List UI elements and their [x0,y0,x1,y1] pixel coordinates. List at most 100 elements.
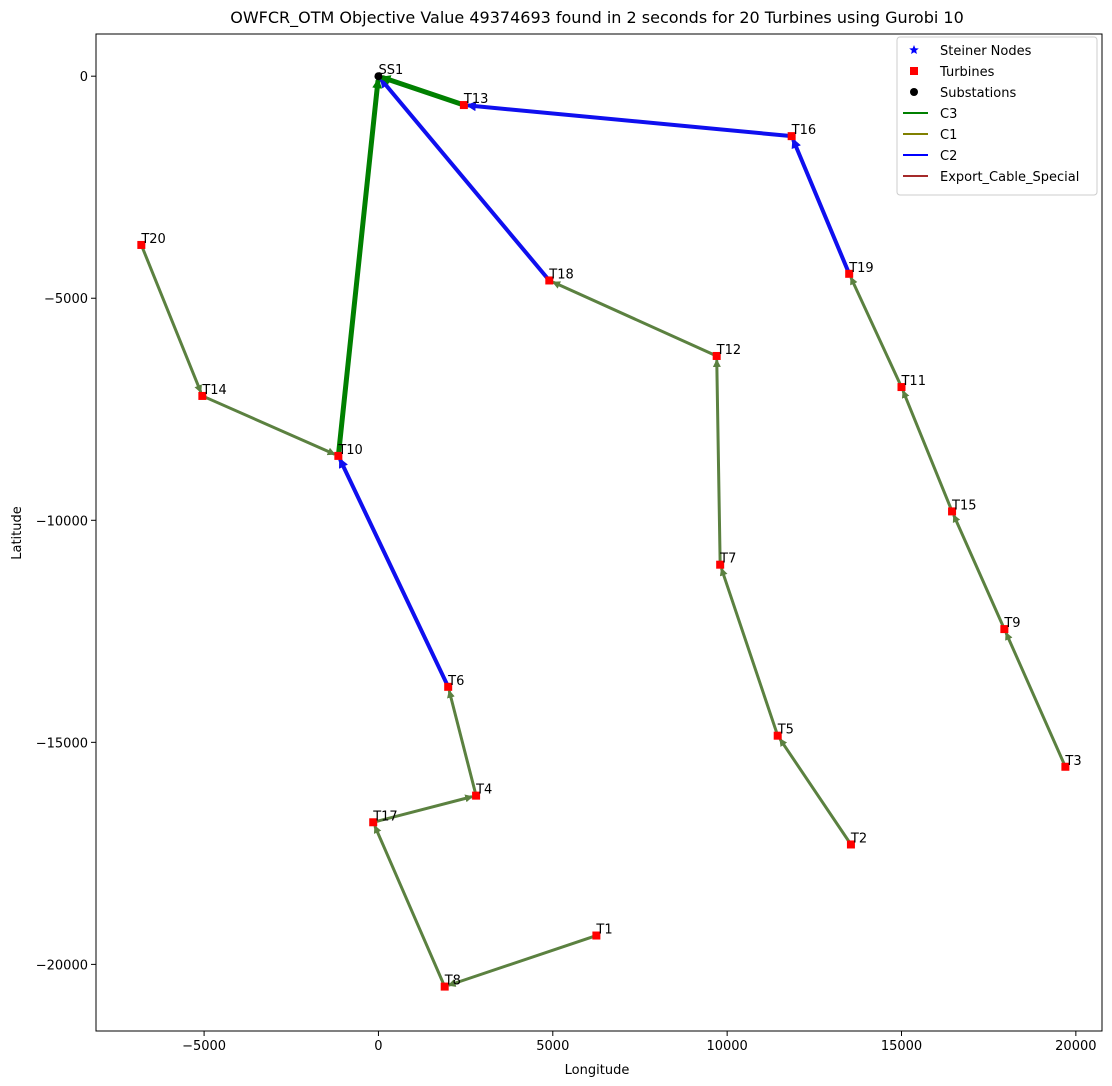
turbine-marker-t5 [773,731,782,740]
x-tick-label: 10000 [706,1039,747,1054]
turbine-label-t6: T6 [447,674,464,689]
turbine-label-t15: T15 [951,498,976,513]
turbine-label-t14: T14 [201,383,226,398]
legend-item-turbines: Turbines [910,65,995,80]
legend-circle-marker [910,88,918,96]
turbine-label-t12: T12 [716,343,741,358]
cable-t7-t12 [712,358,722,567]
turbine-label-t17: T17 [372,809,397,824]
cable-t6-t10 [338,457,451,689]
labels-layer: T1 T2 T3 T4 T5 T6 T7 T8 T9 T10 T11 T12 T13 T14 T15 T16 T… [140,63,1081,988]
legend-label: C2 [940,149,957,164]
turbine-label-t20: T20 [140,232,165,247]
cable-t9-t15 [952,514,1006,631]
turbine-marker-t4 [472,791,481,800]
cable-t3-t9 [1004,631,1067,769]
legend-item-export-cable-special: Export_Cable_Special [903,170,1079,185]
x-axis: −5000 0 5000 10000 15000 20000 [182,1031,1097,1054]
cable-t16-t13 [465,101,794,139]
legend: Steiner Nodes Turbines Substations C3 C1 C2 Ex… [896,36,1098,196]
turbine-marker-t10 [334,451,343,460]
cable-t20-t14 [139,243,202,394]
cable-t18-ss1 [379,77,552,283]
turbine-marker-t6 [444,682,453,691]
turbine-label-t3: T3 [1064,754,1081,769]
legend-item-c3: C3 [903,107,957,122]
y-tick-label: −15000 [36,736,88,751]
legend-item-steiner-nodes: Steiner Nodes [909,44,1032,59]
markers-layer [137,72,1070,991]
turbine-marker-t7 [716,560,725,569]
turbine-marker-t3 [1061,762,1070,771]
substation-marker-ss1 [374,72,383,81]
turbine-marker-t9 [1000,625,1009,634]
turbine-marker-t15 [948,507,957,516]
legend-label: Turbines [939,65,995,80]
turbine-label-t18: T18 [548,267,573,282]
turbine-marker-t1 [592,931,601,940]
legend-label: Substations [940,86,1016,101]
x-tick-label: −5000 [182,1039,226,1054]
cable-t14-t10 [200,394,336,456]
x-tick-label: 0 [374,1039,382,1054]
turbine-label-t9: T9 [1003,616,1020,631]
turbine-label-t2: T2 [850,831,867,846]
cables-layer [139,75,1067,989]
turbine-label-t4: T4 [475,783,492,798]
chart-title: OWFCR_OTM Objective Value 49374693 found… [230,8,964,28]
legend-item-c1: C1 [903,128,957,143]
plot-frame [95,33,1103,1032]
turbine-marker-t17 [369,818,378,827]
y-tick-label: −5000 [44,292,88,307]
y-tick-label: −20000 [36,958,88,973]
cable-t19-t16 [791,137,852,276]
turbine-marker-t8 [440,982,449,991]
cable-t17-t4 [371,794,474,824]
turbine-marker-t16 [787,132,796,141]
cable-t1-t8 [447,934,598,987]
legend-item-c2: C2 [903,149,957,164]
turbine-label-t7: T7 [719,552,736,567]
turbine-label-t8: T8 [444,974,461,989]
legend-label: Steiner Nodes [940,44,1032,59]
cable-t10-ss1 [335,78,383,459]
legend-label: C1 [940,128,957,143]
x-tick-label: 20000 [1055,1039,1096,1054]
legend-label: Export_Cable_Special [940,170,1079,185]
turbine-marker-t2 [846,840,855,849]
turbine-marker-t11 [897,383,906,392]
legend-label: C3 [940,107,957,122]
cable-t8-t17 [373,825,447,989]
turbine-label-t5: T5 [777,723,794,738]
turbine-label-t1: T1 [595,923,612,938]
x-tick-label: 15000 [881,1039,922,1054]
x-axis-title: Longitude [565,1063,630,1078]
cable-t13-ss1 [380,75,467,108]
cable-t5-t7 [719,567,780,738]
y-axis: 0 −5000 −10000 −15000 −20000 [36,70,96,973]
legend-star-marker [909,45,919,55]
cable-t11-t19 [849,276,903,389]
cable-t2-t5 [779,738,853,846]
turbine-label-t19: T19 [848,261,873,276]
turbine-marker-t20 [137,240,146,249]
y-tick-label: −10000 [36,514,88,529]
turbine-label-t11: T11 [900,374,925,389]
turbine-label-t13: T13 [463,92,488,107]
cable-t12-t18 [552,281,719,358]
turbine-marker-t18 [545,276,554,285]
legend-item-substations: Substations [910,86,1016,101]
turbine-label-t16: T16 [791,123,816,138]
x-tick-label: 5000 [536,1039,569,1054]
turbine-marker-t12 [712,351,721,360]
cable-t4-t6 [447,689,478,798]
turbine-marker-t13 [459,101,468,110]
legend-frame [896,36,1098,196]
plot-area: T1 T2 T3 T4 T5 T6 T7 T8 T9 T10 T11 T12 T13 T14 T15 T16 T… [95,33,1103,1032]
y-tick-label: 0 [80,70,88,85]
legend-square-marker [910,67,918,75]
turbine-marker-t19 [845,269,854,278]
turbine-marker-t14 [198,391,207,400]
y-axis-title: Latitude [10,506,25,560]
